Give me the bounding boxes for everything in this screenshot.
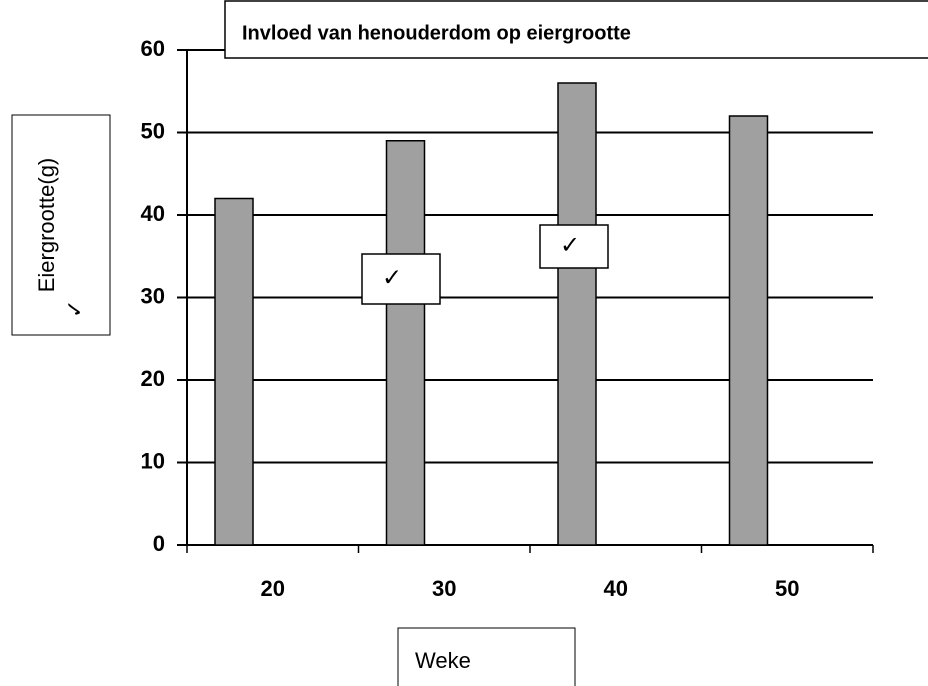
- y-label-box: [11, 114, 111, 336]
- y-tick-label: 10: [141, 448, 165, 473]
- annotation-box: [361, 253, 441, 305]
- bar: [557, 82, 597, 546]
- y-tick-label: 0: [153, 531, 165, 556]
- bar: [385, 140, 426, 546]
- bar: [728, 115, 769, 546]
- x-tick-label: 50: [775, 576, 799, 601]
- y-axis-label: Eiergrootte(g): [34, 158, 59, 293]
- y-tick-label: 50: [141, 118, 165, 143]
- y-tick-label: 60: [141, 36, 165, 61]
- annotation: ✓: [560, 232, 580, 259]
- y-tick-label: 40: [141, 201, 165, 226]
- y-tick-label: 30: [141, 283, 165, 308]
- x-tick-label: 40: [604, 576, 628, 601]
- title-box: [224, 0, 928, 59]
- y-tick-label: 20: [141, 366, 165, 391]
- y-axis-note: ✓: [62, 300, 87, 318]
- x-label-box: [397, 627, 576, 686]
- x-tick-label: 20: [261, 576, 285, 601]
- bar: [214, 197, 254, 546]
- x-tick-label: 30: [432, 576, 456, 601]
- x-axis-label: Weke: [415, 648, 471, 673]
- annotation-box: [539, 224, 609, 269]
- chart-title: Invloed van henouderdom op eiergrootte: [242, 22, 631, 44]
- annotation: ✓: [382, 264, 402, 291]
